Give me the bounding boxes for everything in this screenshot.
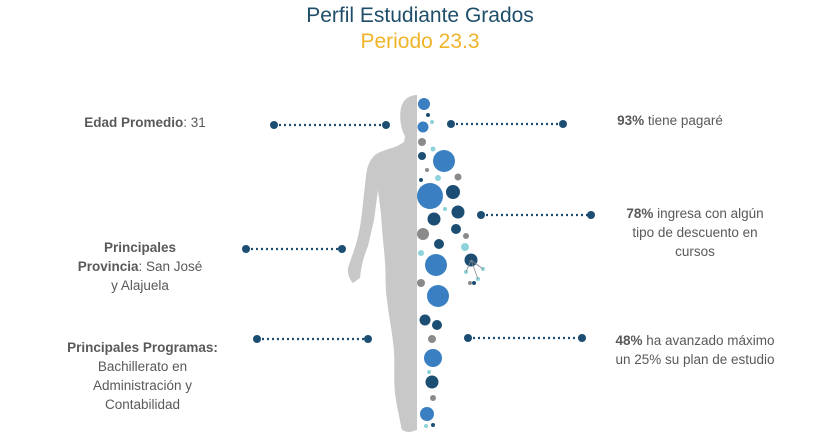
age-label: Edad Promedio [84, 115, 184, 130]
plan-pct: 48% [615, 333, 643, 348]
plan-stat: 48% ha avanzado máximo un 25% su plan de… [595, 331, 795, 369]
age-stat: Edad Promedio: 31 [40, 113, 250, 132]
descuento-line2: tipo de descuento en [632, 225, 758, 240]
descuento-pct: 78% [626, 206, 654, 221]
descuento-line1: ingresa con algún [653, 206, 764, 221]
plan-line1: ha avanzado máximo [642, 333, 775, 348]
programs-value-line2: Administración y [92, 378, 193, 393]
province-value-line2: : San José [138, 259, 203, 274]
connector-lines [246, 122, 591, 341]
bubble-body [417, 98, 485, 428]
programs-value-line3: Contabilidad [104, 397, 181, 412]
descuento-line3: cursos [675, 244, 715, 259]
age-value: : 31 [183, 115, 206, 130]
province-stat: Principales Provincia: San José y Alajue… [30, 238, 250, 295]
pagare-pct: 93% [617, 113, 645, 128]
page-title: Perfil Estudiante Grados [306, 4, 534, 27]
province-label-line1: Principales [103, 240, 177, 255]
body-silhouette [347, 95, 417, 432]
descuento-stat: 78% ingresa con algún tipo de descuento … [590, 204, 800, 261]
province-label-line2: Provincia [77, 259, 139, 274]
pagare-stat: 93% tiene pagaré [590, 111, 750, 130]
pagare-text: tiene pagaré [644, 113, 723, 128]
programs-stat: Principales Programas: Bachillerato en A… [40, 338, 245, 414]
programs-colon: : [213, 340, 218, 355]
programs-value-line1: Bachillerato en [97, 359, 188, 374]
connector-endpoints [242, 120, 595, 343]
plan-line2: un 25% su plan de estudio [615, 352, 775, 367]
page-subtitle: Periodo 23.3 [360, 30, 480, 53]
programs-label: Principales Programas [67, 340, 214, 355]
province-value-line3: y Alajuela [111, 278, 169, 293]
